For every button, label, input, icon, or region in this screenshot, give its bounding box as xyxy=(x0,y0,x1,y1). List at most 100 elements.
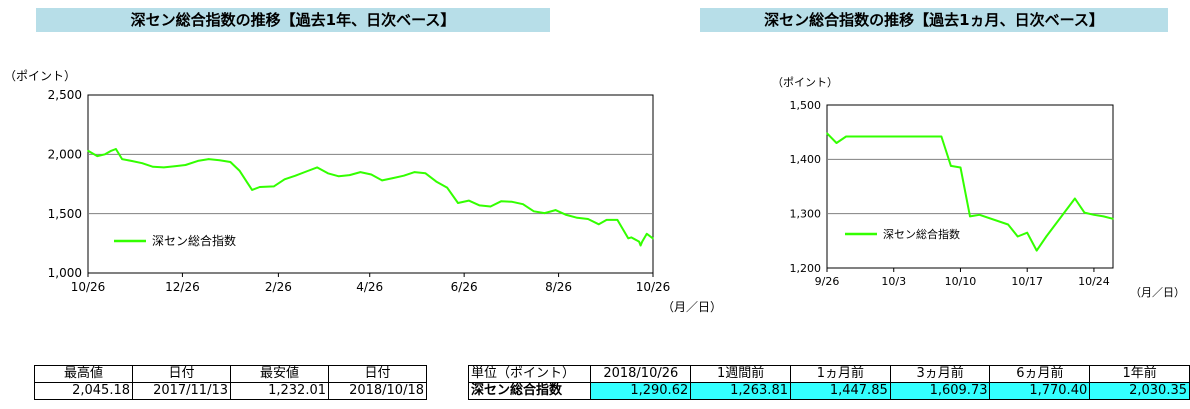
data-point xyxy=(1083,211,1086,214)
data-point xyxy=(489,205,492,208)
series-line xyxy=(87,148,654,247)
data-point xyxy=(500,200,503,203)
data-point xyxy=(173,165,176,167)
chart1-xaxis-unit: （月／日） xyxy=(662,300,722,314)
data-point xyxy=(1112,217,1114,220)
y-tick-label: 1,500 xyxy=(48,207,82,221)
chart2-title: 深セン総合指数の推移【過去1ヵ月、日次ベース】 xyxy=(700,8,1168,32)
data-point xyxy=(163,166,165,169)
data-point xyxy=(835,142,838,144)
data-point xyxy=(96,155,99,157)
data-point xyxy=(402,174,405,177)
change-column-header: 2018/10/26 xyxy=(590,365,692,383)
data-point xyxy=(616,219,619,221)
change-value: 1,770.40 xyxy=(989,382,1091,400)
chart2-xaxis-unit: （月／日） xyxy=(1130,286,1185,299)
data-point xyxy=(1045,235,1048,238)
chart-1month: （ポイント） （月／日） 1,200 1,300 1,400 1,500 9/26 10/… xyxy=(772,76,1185,299)
minmax-table: 最高値 日付 最安値 日付 2,045.18 2017/11/13 1,232.… xyxy=(34,365,427,400)
data-point xyxy=(638,240,640,243)
data-point xyxy=(184,164,187,166)
change-unit-label: 単位（ポイント） xyxy=(467,365,592,383)
data-point xyxy=(641,240,643,243)
data-point xyxy=(1102,215,1105,218)
change-column-header: 6ヵ月前 xyxy=(989,365,1091,383)
data-point xyxy=(218,159,221,162)
data-point xyxy=(940,135,943,138)
y-tick-label: 1,500 xyxy=(790,99,822,112)
data-point xyxy=(1016,235,1019,238)
data-point xyxy=(511,201,513,203)
x-tick-label: 8/26 xyxy=(545,280,572,294)
data-point xyxy=(605,219,608,221)
data-point xyxy=(359,171,362,173)
data-point xyxy=(959,166,962,169)
data-point xyxy=(283,178,286,181)
data-point xyxy=(246,182,249,184)
data-point xyxy=(294,174,297,177)
data-point xyxy=(110,149,113,152)
data-point xyxy=(587,218,589,220)
data-point xyxy=(576,217,578,219)
change-column-header: 1ヵ月前 xyxy=(789,365,891,383)
y-tick-label: 1,300 xyxy=(790,208,822,221)
data-point xyxy=(435,180,438,183)
data-point xyxy=(1093,213,1095,216)
data-point xyxy=(1035,249,1038,252)
data-point xyxy=(630,236,633,239)
data-point xyxy=(969,215,971,218)
data-point xyxy=(197,160,199,162)
data-point xyxy=(950,165,952,167)
x-tick-label: 10/10 xyxy=(945,275,977,288)
x-tick-label: 2/26 xyxy=(265,280,292,294)
x-tick-label: 12/26 xyxy=(165,280,200,294)
legend-label: 深セン総合指数 xyxy=(152,233,236,248)
data-point xyxy=(141,162,143,165)
data-point xyxy=(392,177,394,179)
data-point xyxy=(652,237,654,240)
y-tick-label: 1,200 xyxy=(790,262,822,275)
minmax-value: 1,232.01 xyxy=(230,382,329,400)
data-point xyxy=(370,173,373,176)
data-point xyxy=(121,158,123,160)
change-value: 2,030.35 xyxy=(1089,382,1190,400)
data-point xyxy=(478,204,481,207)
data-point xyxy=(316,166,318,169)
data-point xyxy=(1007,223,1009,226)
data-point xyxy=(446,186,448,189)
data-point xyxy=(565,214,568,216)
x-tick-label: 10/17 xyxy=(1011,275,1043,288)
change-value: 1,263.81 xyxy=(690,382,791,400)
y-tick-label: 2,500 xyxy=(48,88,82,102)
data-point xyxy=(554,209,557,211)
data-point xyxy=(229,161,232,163)
data-point xyxy=(259,186,261,188)
series-line xyxy=(826,132,1114,252)
minmax-value: 2,045.18 xyxy=(34,382,133,400)
x-tick-label: 6/26 xyxy=(451,280,478,294)
data-point xyxy=(272,185,275,188)
change-column-header: 1年前 xyxy=(1089,365,1190,383)
data-point xyxy=(457,202,459,204)
legend-label: 深セン総合指数 xyxy=(883,227,960,241)
y-tick-label: 1,000 xyxy=(48,266,82,280)
data-point xyxy=(598,223,600,226)
plot-area xyxy=(87,94,654,274)
plot-area xyxy=(826,104,1114,269)
minmax-header: 日付 xyxy=(132,365,231,383)
data-point xyxy=(826,132,828,135)
data-point xyxy=(1026,231,1028,234)
chart1-title: 深セン総合指数の推移【過去1年、日次ベース】 xyxy=(36,8,550,32)
minmax-header: 最高値 xyxy=(34,365,133,383)
data-point xyxy=(1074,197,1076,200)
data-point xyxy=(627,237,630,240)
change-column-header: 1週間前 xyxy=(690,365,791,383)
data-point xyxy=(467,199,470,202)
x-tick-label: 4/26 xyxy=(356,280,383,294)
x-tick-label: 10/3 xyxy=(881,275,906,288)
change-value: 1,447.85 xyxy=(789,382,891,400)
data-point xyxy=(238,170,241,172)
minmax-value: 2018/10/18 xyxy=(328,382,427,400)
data-point xyxy=(251,189,253,191)
data-point xyxy=(424,172,427,175)
